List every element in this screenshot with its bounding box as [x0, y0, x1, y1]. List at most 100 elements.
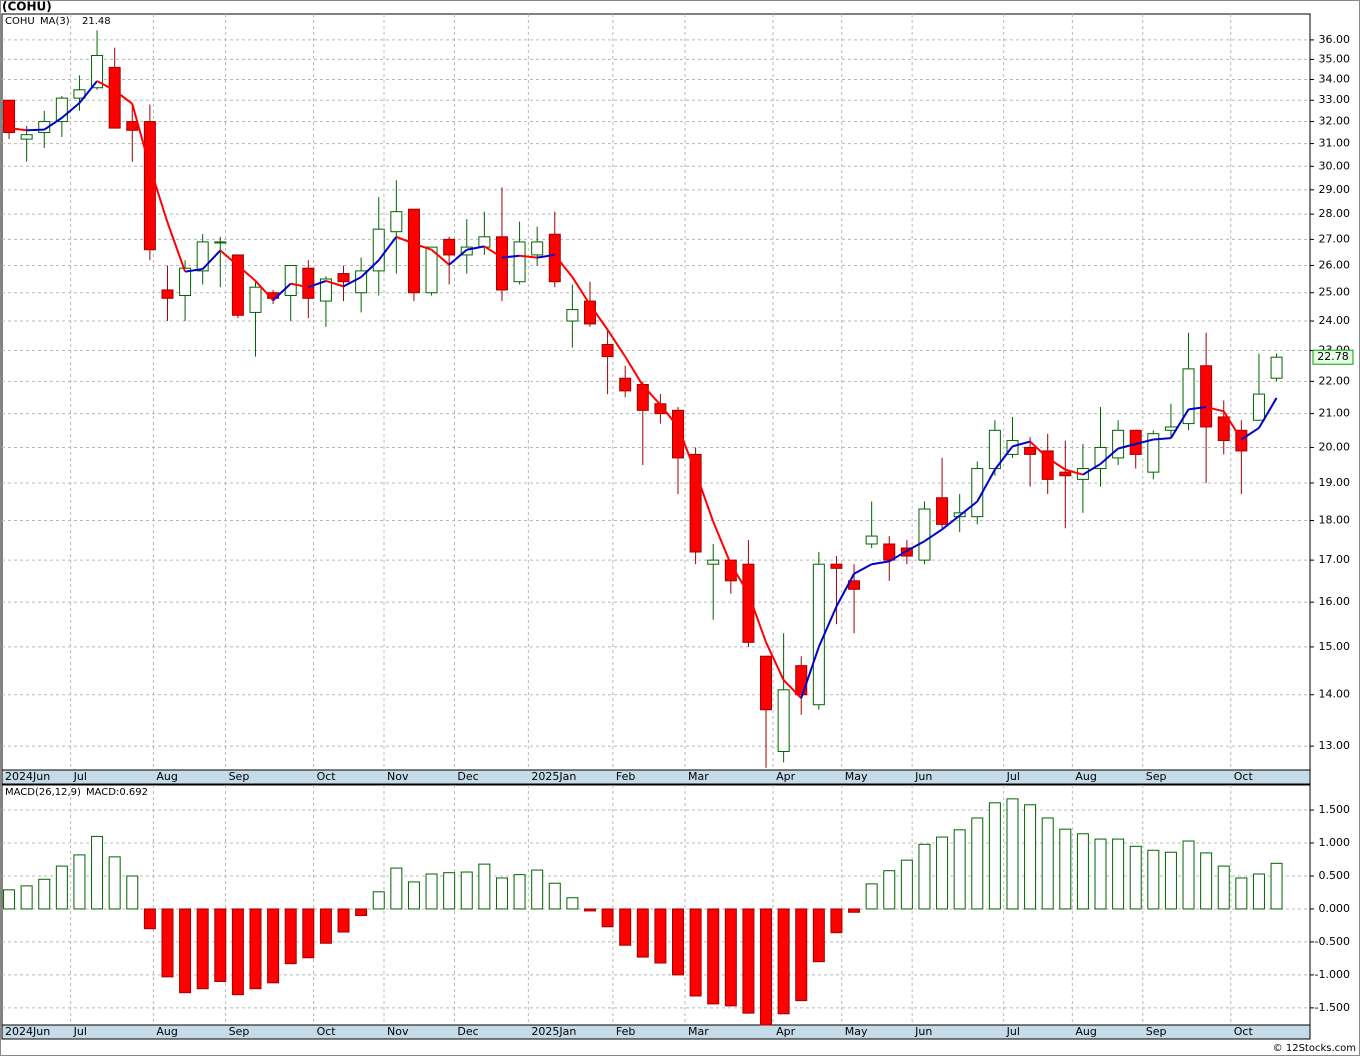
macd-bar: [1270, 862, 1283, 910]
candle-body: [777, 689, 790, 752]
macd-bar: [38, 878, 51, 910]
y-tick-label: 21.00: [1319, 407, 1351, 420]
macd-bar: [126, 875, 139, 910]
y-tick-label: 17.00: [1319, 553, 1351, 566]
ma-segment: [272, 282, 292, 301]
y-tick-label: 36.00: [1319, 33, 1351, 46]
ma-segment: [817, 606, 838, 648]
y-tick-label: 27.00: [1319, 232, 1351, 245]
macd-bar: [1200, 852, 1213, 910]
ma-segment: [8, 127, 27, 132]
y-tick-label: 15.00: [1319, 640, 1351, 653]
y-tick-label: 34.00: [1319, 73, 1351, 86]
x-tick-label: Aug: [1075, 1025, 1096, 1038]
x-tick-label: Mar: [688, 770, 709, 783]
y-tick-label: -1.000: [1315, 968, 1350, 981]
y-tick-label: 18.00: [1319, 513, 1351, 526]
macd-bar: [672, 908, 685, 976]
macd-bar: [1041, 817, 1054, 910]
macd-bar: [636, 908, 649, 958]
x-tick-label: Apr: [776, 770, 796, 783]
candle-body: [812, 563, 825, 706]
ma-segment: [959, 500, 978, 517]
legend-macd-value: MACD:0.692: [86, 787, 148, 798]
ma-segment: [219, 249, 239, 267]
macd-bar: [548, 882, 561, 910]
x-tick-label: Oct: [317, 770, 337, 783]
macd-bar: [883, 870, 896, 910]
candle-body: [830, 563, 843, 569]
ma-segment: [923, 528, 943, 543]
macd-bar: [619, 908, 632, 946]
candle-body: [513, 241, 526, 283]
candle-body: [865, 535, 878, 545]
y-tick-label: 25.00: [1319, 286, 1351, 299]
candle-body: [355, 270, 368, 294]
macd-bar: [249, 908, 262, 990]
candle-body: [249, 286, 262, 313]
macd-bar: [724, 908, 737, 1007]
ma-segment: [941, 514, 961, 531]
macd-bar: [689, 908, 702, 997]
x-tick-label: Dec: [457, 1025, 478, 1038]
macd-bar: [848, 908, 861, 913]
ma-segment: [677, 426, 697, 473]
date-strip: [1, 769, 1311, 785]
chart-title: (COHU): [2, 0, 52, 14]
x-tick-label: 2025Jan: [531, 770, 576, 783]
macd-bar: [953, 829, 966, 910]
macd-bar: [513, 874, 526, 910]
candle-body: [337, 273, 350, 283]
y-tick-label: -0.500: [1315, 935, 1350, 948]
candle-body: [795, 665, 808, 696]
macd-bar: [91, 835, 104, 910]
macd-bar: [214, 908, 227, 982]
x-tick-label: Sep: [229, 770, 250, 783]
macd-bar: [267, 908, 280, 984]
macd-bar: [812, 908, 825, 963]
candle-body: [55, 97, 68, 123]
candle-body: [531, 241, 544, 256]
y-tick-label: 14.00: [1319, 688, 1351, 701]
ma-segment: [466, 245, 485, 251]
candle-body: [319, 278, 332, 302]
ma-segment: [571, 276, 591, 306]
candle-body: [443, 238, 456, 256]
x-tick-label: Jul: [1006, 1025, 1020, 1038]
y-tick-label: 31.00: [1319, 137, 1351, 150]
legend-ma-name: MA(3): [40, 16, 70, 27]
macd-bar: [900, 859, 913, 910]
candle-body: [126, 121, 139, 131]
macd-bar: [302, 908, 315, 959]
x-tick-label: 2024Jun: [5, 770, 50, 783]
ma-segment: [43, 117, 63, 131]
ma-segment: [835, 573, 855, 607]
candle-body: [566, 309, 579, 322]
ma-segment: [1205, 406, 1224, 413]
y-tick-label: 28.00: [1319, 207, 1351, 220]
y-tick-label: 26.00: [1319, 259, 1351, 272]
x-tick-label: Jun: [914, 770, 932, 783]
macd-bar: [760, 908, 773, 1026]
candle-body: [20, 134, 33, 140]
ma-segment: [537, 253, 555, 259]
candle-body: [495, 236, 508, 291]
ma-segment: [61, 102, 81, 119]
macd-bar: [20, 885, 33, 910]
x-tick-label: Oct: [1234, 770, 1254, 783]
legend-macd-name: MACD(26,12,9): [5, 787, 81, 798]
y-tick-label: 24.00: [1319, 314, 1351, 327]
candle-body: [1217, 416, 1230, 442]
candle-body: [672, 409, 685, 459]
x-tick-label: Mar: [688, 1025, 709, 1038]
candle-body: [284, 265, 297, 297]
ma-segment: [1222, 410, 1243, 441]
macd-bar: [443, 872, 456, 910]
macd-bar: [1094, 838, 1107, 910]
macd-bar: [407, 881, 420, 910]
ma-segment: [606, 329, 627, 358]
macd-bar: [1112, 838, 1125, 910]
candle-body: [302, 267, 315, 299]
plot-area: [1, 784, 1311, 1026]
